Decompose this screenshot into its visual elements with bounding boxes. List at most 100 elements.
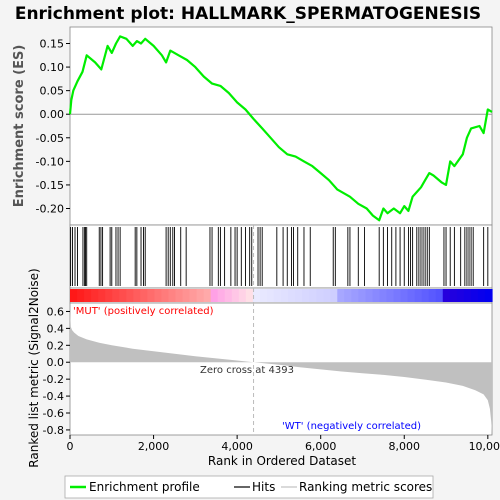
colorbar-cell (168, 289, 177, 302)
colorbar-cell (182, 289, 191, 302)
colorbar-cell (119, 289, 127, 302)
legend-metric-label: Ranking metric scores (299, 480, 432, 494)
colorbar-cell (470, 289, 479, 302)
colorbar-cell (196, 289, 205, 302)
negative-correlation-label: 'WT' (negatively correlated) (282, 421, 421, 432)
colorbar-cell (435, 289, 444, 302)
metric-ytick-label: 0.2 (47, 339, 65, 352)
enrichment-profile-line (68, 35, 493, 222)
es-y-axis: 0.15 0.10 0.05 0.00 -0.05 -0.10 -0.15 -0.20 (36, 38, 70, 216)
es-ytick-label: 0.05 (40, 85, 65, 98)
colorbar-cell (133, 289, 141, 302)
es-ylabel: Enrichment score (ES) (12, 45, 27, 208)
colorbar-cell (210, 289, 219, 302)
zero-cross-label: Zero cross at 4393 (200, 365, 294, 376)
colorbar-cell (273, 289, 282, 302)
colorbar-cell (154, 289, 163, 302)
metric-panel: 0.6 0.4 0.2 0.0 -0.2 -0.4 -0.6 -0.8 'MUT' (posi… (27, 225, 493, 468)
x-tick-label: 10,000 (469, 440, 500, 453)
colorbar-cell (84, 289, 92, 302)
hits-panel-frame (69, 224, 493, 289)
ranking-metric-area (70, 309, 492, 434)
colorbar-cell (203, 289, 212, 302)
colorbar-cell (126, 289, 134, 302)
colorbar-cell (77, 289, 85, 302)
hits-panel (69, 224, 493, 289)
colorbar-cell (245, 289, 254, 302)
colorbar-cell (112, 289, 120, 302)
es-ytick-label: 0.00 (40, 108, 65, 121)
colorbar-cell (259, 289, 268, 302)
es-ytick-label: -0.05 (36, 132, 64, 145)
x-tick-label: 0 (67, 440, 74, 453)
es-panel: 0.15 0.10 0.05 0.00 -0.05 -0.10 -0.15 -0.20 Enr… (12, 26, 493, 226)
colorbar-cell (421, 289, 430, 302)
colorbar-cell (400, 289, 409, 302)
metric-ytick-label: -0.8 (43, 424, 64, 437)
colorbar-cell (456, 289, 465, 302)
chart-title: Enrichment plot: HALLMARK_SPERMATOGENESI… (15, 4, 481, 24)
x-axis-label: Rank in Ordered Dataset (208, 454, 356, 468)
colorbar-cell (407, 289, 416, 302)
colorbar-cell (351, 289, 359, 302)
es-ytick-label: -0.20 (36, 203, 64, 216)
colorbar-cell (231, 289, 240, 302)
colorbar-cell (337, 289, 345, 302)
colorbar-cell (323, 289, 331, 302)
colorbar-cell (477, 289, 486, 302)
colorbar-cell (238, 289, 247, 302)
metric-ytick-label: 0.0 (47, 356, 65, 369)
colorbar-cell (393, 289, 402, 302)
colorbar-cell (98, 289, 106, 302)
colorbar-cell (91, 289, 99, 302)
ranking-colorbar (69, 287, 493, 304)
x-tick-label: 6,000 (305, 440, 337, 453)
colorbar-cell (358, 289, 366, 302)
es-ytick-label: 0.10 (40, 61, 65, 74)
x-tick-label: 4,000 (221, 440, 253, 453)
colorbar-cell (484, 289, 493, 302)
colorbar-cell (463, 289, 472, 302)
es-panel-frame (69, 26, 493, 226)
metric-ytick-label: -0.4 (43, 390, 64, 403)
es-ytick-label: 0.15 (40, 38, 65, 51)
colorbar-cell (302, 289, 310, 302)
colorbar-cell (161, 289, 170, 302)
x-axis: 0 2,000 4,000 6,000 8,000 10,000 (67, 435, 500, 453)
colorbar-cell (147, 289, 155, 302)
colorbar-cell (330, 289, 338, 302)
colorbar-cell (224, 289, 233, 302)
metric-ytick-label: 0.6 (47, 305, 65, 318)
colorbar-cell (105, 289, 113, 302)
hits-marks (70, 227, 489, 286)
colorbar-cell (316, 289, 324, 302)
colorbar-cell (217, 289, 226, 302)
metric-ytick-label: -0.6 (43, 407, 64, 420)
legend: Enrichment profile Hits Ranking metric s… (64, 475, 434, 499)
colorbar-cell (428, 289, 437, 302)
metric-ytick-label: 0.4 (47, 322, 65, 335)
legend-hits-label: Hits (252, 480, 275, 494)
colorbar-cell (414, 289, 423, 302)
colorbar-cell (175, 289, 184, 302)
colorbar-cell (288, 289, 296, 302)
x-tick-label: 2,000 (138, 440, 170, 453)
es-ytick-label: -0.15 (36, 179, 64, 192)
legend-profile-label: Enrichment profile (89, 480, 200, 494)
colorbar-cell (379, 289, 388, 302)
colorbar-cell (372, 289, 381, 302)
es-ytick-label: -0.10 (36, 155, 64, 168)
metric-ylabel: Ranked list metric (Signal2Noise) (27, 268, 41, 467)
colorbar-cells (70, 289, 493, 302)
colorbar-cell (70, 289, 78, 302)
colorbar-cell (140, 289, 148, 302)
colorbar-cell (295, 289, 303, 302)
colorbar-cell (266, 289, 275, 302)
metric-ytick-label: -0.2 (43, 373, 64, 386)
colorbar-cell (386, 289, 395, 302)
colorbar-cell (309, 289, 317, 302)
x-tick-label: 8,000 (389, 440, 421, 453)
colorbar-cell (189, 289, 198, 302)
metric-y-axis: 0.6 0.4 0.2 0.0 -0.2 -0.4 -0.6 -0.8 (43, 305, 70, 437)
colorbar-cell (252, 289, 261, 302)
